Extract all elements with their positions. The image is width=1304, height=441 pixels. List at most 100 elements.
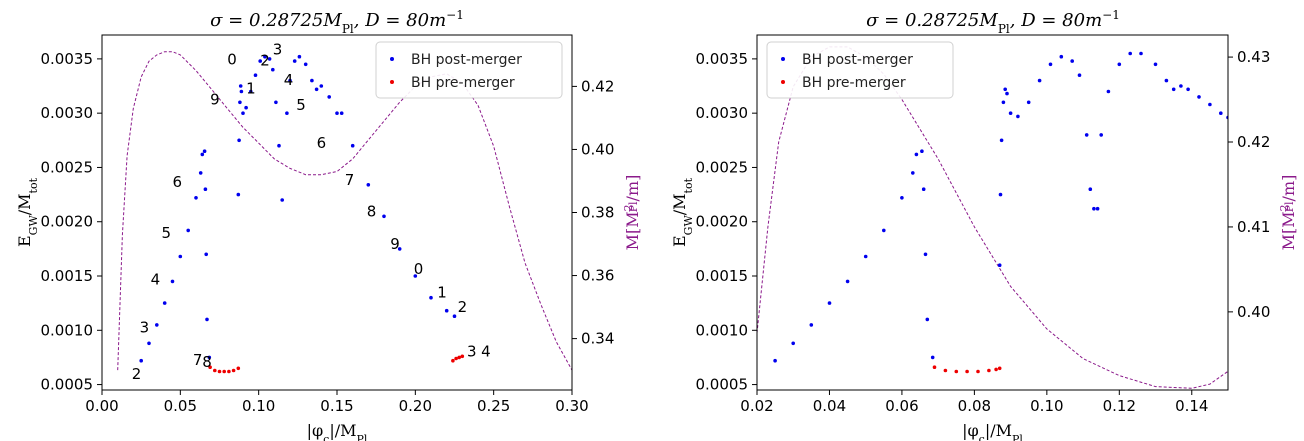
- pre-merger-point: [976, 369, 980, 374]
- post-merger-point: [920, 149, 924, 153]
- point-annotation: 1: [246, 80, 256, 98]
- post-merger-point: [207, 355, 212, 360]
- post-merger-point: [241, 111, 245, 115]
- y-axis-label: EGW/Mtot: [15, 177, 40, 247]
- y2-tick-label: 0.40: [581, 140, 614, 158]
- post-merger-point: [1164, 78, 1169, 83]
- post-merger-point: [263, 54, 267, 59]
- legend-entry-post-merger: BH post-merger: [411, 52, 522, 68]
- post-merger-point: [178, 254, 183, 259]
- post-merger-point: [923, 252, 928, 257]
- x-tick-label: 0.15: [320, 397, 353, 415]
- post-merger-point: [155, 323, 159, 327]
- x-tick-label: 0.06: [885, 397, 918, 415]
- post-merger-point: [397, 247, 402, 251]
- point-annotation: 3: [273, 41, 283, 59]
- pre-merger-point: [236, 366, 241, 371]
- legend-box: [375, 41, 563, 99]
- post-merger-point: [1077, 73, 1082, 77]
- x-axis-label: |φc|/MPl: [962, 421, 1023, 441]
- y-tick-label: 0.0020: [41, 213, 94, 231]
- pre-merger-point: [954, 369, 959, 374]
- point-annotation: 6: [173, 173, 183, 191]
- pre-merger-point: [451, 358, 455, 363]
- post-merger-point: [429, 295, 433, 300]
- y-tick-label: 0.0015: [41, 267, 94, 285]
- post-merger-point: [280, 198, 285, 202]
- post-merger-point: [1197, 95, 1201, 99]
- pre-merger-point: [208, 365, 212, 370]
- legend-marker: [390, 80, 394, 84]
- point-annotation: 8: [367, 202, 377, 220]
- point-annotation: 5: [296, 96, 306, 114]
- x-tick-label: 0.20: [399, 397, 432, 415]
- pre-merger-point: [997, 366, 1002, 371]
- pre-merger-point: [932, 365, 937, 370]
- y-tick-label: 0.0035: [696, 50, 749, 68]
- post-merger-point: [1219, 111, 1223, 115]
- point-annotation: 2: [260, 51, 270, 69]
- post-merger-point: [900, 196, 904, 200]
- post-merger-point: [292, 59, 297, 63]
- chart-title: σ = 0.28725MPl, D = 80m−1: [210, 8, 464, 36]
- post-merger-point: [303, 62, 308, 67]
- pre-merger-point: [987, 368, 991, 373]
- post-merger-point: [277, 143, 281, 148]
- pre-merger-point: [943, 368, 948, 373]
- post-merger-point: [882, 228, 886, 233]
- y2-tick-label: 0.41: [1237, 218, 1270, 236]
- point-annotation: 4: [284, 71, 294, 89]
- y2-tick-label: 0.43: [1237, 48, 1270, 66]
- mass-curve-line: [117, 51, 572, 371]
- y-tick-label: 0.0030: [696, 104, 749, 122]
- post-merger-point: [914, 152, 919, 157]
- legend-marker: [781, 57, 785, 61]
- post-merger-point: [1026, 100, 1031, 105]
- post-merger-point: [271, 67, 275, 72]
- pre-merger-point: [231, 368, 236, 373]
- legend-marker: [390, 57, 394, 61]
- post-merger-point: [244, 105, 248, 110]
- point-annotation: 1: [437, 284, 447, 302]
- post-merger-point: [1001, 100, 1006, 105]
- legend-box: [766, 41, 954, 99]
- y-tick-label: 0.0005: [696, 376, 749, 394]
- post-merger-point: [413, 274, 418, 278]
- post-merger-point: [237, 138, 241, 143]
- point-annotation: 4: [481, 342, 491, 360]
- post-merger-point: [288, 78, 292, 83]
- post-merger-point: [1037, 78, 1042, 83]
- y2-axis-label: M[M2Pl/m]: [1278, 175, 1298, 251]
- post-merger-point: [297, 54, 302, 59]
- post-merger-point: [1186, 87, 1190, 92]
- pre-merger-point: [227, 369, 231, 374]
- point-annotation: 8: [202, 353, 212, 371]
- post-merger-point: [791, 341, 795, 346]
- post-merger-point: [198, 171, 203, 175]
- post-merger-point: [202, 149, 207, 153]
- x-axis-label: |φc|/MPl: [307, 421, 368, 441]
- post-merger-point: [998, 192, 1003, 197]
- post-merger-point: [1128, 51, 1132, 56]
- point-annotation: 3: [467, 342, 477, 360]
- y-tick-label: 0.0030: [41, 104, 94, 122]
- post-merger-point: [267, 57, 272, 61]
- post-merger-point: [249, 89, 253, 94]
- post-merger-point: [1088, 187, 1093, 191]
- y2-tick-label: 0.40: [1237, 303, 1270, 321]
- y-tick-label: 0.0025: [696, 158, 749, 176]
- pre-merger-point: [965, 369, 969, 374]
- point-annotation: 6: [317, 134, 327, 152]
- post-merger-point: [1008, 111, 1013, 115]
- legend-entry-pre-merger: BH pre-merger: [411, 75, 515, 91]
- post-merger-point: [1099, 133, 1103, 137]
- post-merger-point: [1070, 59, 1074, 63]
- y2-tick-label: 0.42: [581, 77, 614, 95]
- post-merger-point: [925, 317, 930, 322]
- post-merger-point: [863, 254, 868, 259]
- x-tick-label: 0.14: [1175, 397, 1208, 415]
- x-tick-label: 0.00: [85, 397, 118, 415]
- point-annotation: 5: [162, 224, 172, 242]
